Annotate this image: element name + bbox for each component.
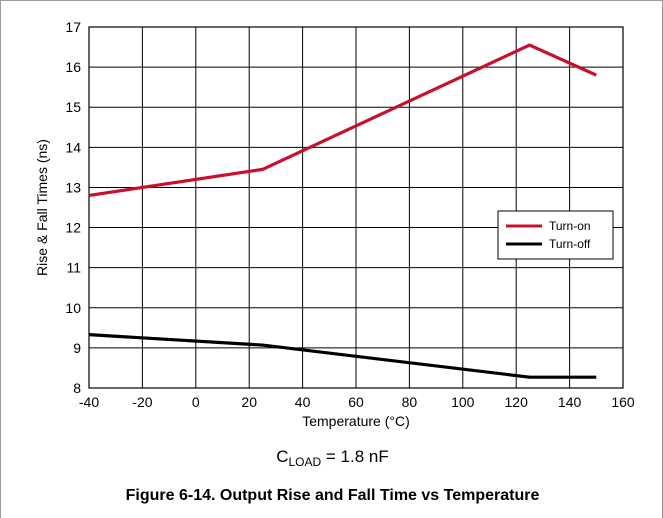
x-tick-label: 140 [558,394,582,410]
x-axis-ticks: -40 -20 0 20 40 60 80 100 120 140 160 [79,394,635,410]
y-tick-label: 9 [73,340,81,356]
x-tick-label: 160 [611,394,635,410]
legend-box [497,210,614,260]
x-tick-label: -40 [79,394,99,410]
y-tick-label: 12 [65,220,81,236]
condition-suffix: = 1.8 nF [321,447,389,466]
y-tick-label: 11 [66,260,81,276]
chart: -40 -20 0 20 40 60 80 100 120 140 160 8 9 10 11 12 13 14… [34,19,635,429]
x-tick-label: 100 [451,394,475,410]
x-tick-label: 0 [192,394,200,410]
y-tick-label: 8 [73,380,81,396]
x-tick-label: 60 [348,394,364,410]
y-tick-label: 13 [65,179,81,195]
y-tick-label: 17 [65,19,81,35]
x-tick-label: 40 [295,394,311,410]
y-tick-label: 15 [65,99,81,115]
condition-subscript: LOAD [288,455,322,469]
condition-prefix: C [276,447,289,466]
legend-label: Turn-on [549,219,591,233]
y-tick-label: 16 [65,59,81,75]
y-tick-label: 10 [65,300,81,316]
plot-border [88,26,624,389]
series-lines [88,43,597,379]
y-axis-ticks: 8 9 10 11 12 13 14 15 16 17 [65,19,81,396]
legend-label: Turn-off [549,237,591,251]
y-axis-label: Rise & Fall Times (ns) [34,139,50,276]
y-tick-label: 14 [65,139,81,155]
legend: Turn-on Turn-off [497,210,614,260]
figure-caption: Figure 6-14. Output Rise and Fall Time v… [125,487,540,504]
load-condition: CLOAD = 1.8 nF [1,447,663,469]
x-tick-label: 80 [402,394,418,410]
series-line-turn-on [88,43,597,198]
x-axis-label: Temperature (°C) [302,413,410,429]
grid [88,26,624,389]
x-tick-label: 20 [241,394,257,410]
x-tick-label: -20 [132,394,152,410]
x-tick-label: 120 [505,394,529,410]
plot-area-border [88,26,624,389]
series-line-turn-off [88,333,597,379]
